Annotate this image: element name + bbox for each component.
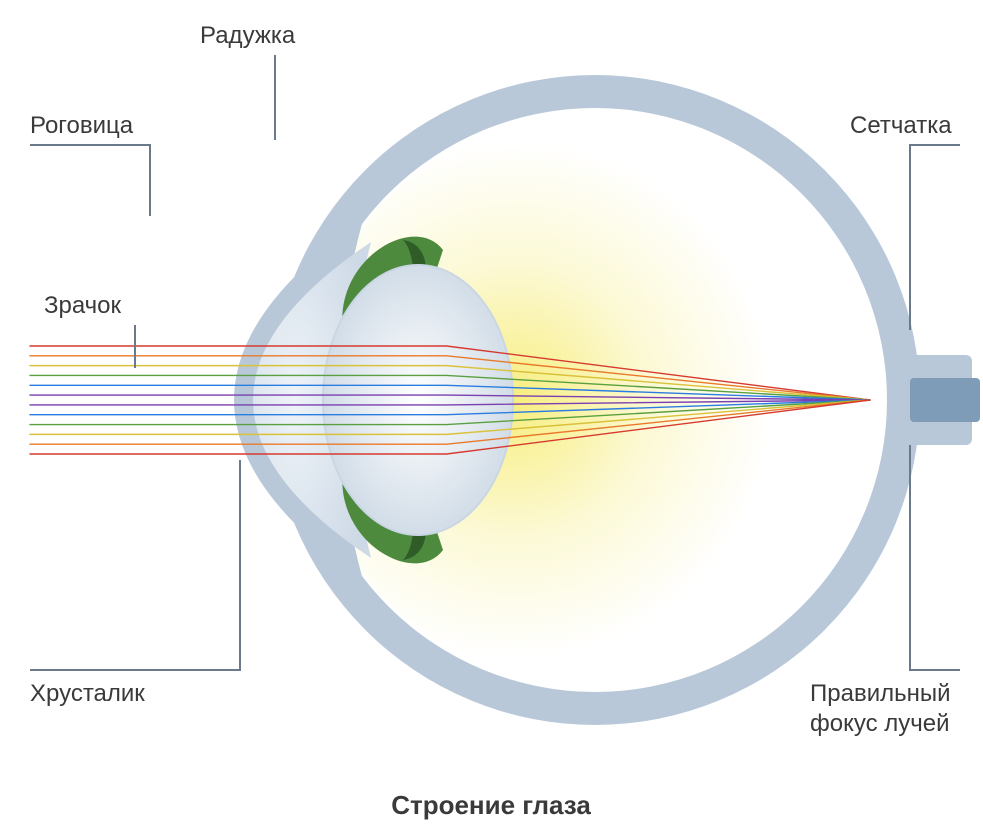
label-retina: Сетчатка (850, 112, 952, 140)
label-focus-2: фокус лучей (810, 710, 950, 738)
diagram-container: Роговица Радужка Зрачок Хрусталик Сетчат… (0, 0, 983, 827)
optic-nerve (902, 355, 980, 445)
eye-globe (30, 75, 980, 725)
callout-retina (910, 145, 960, 330)
callout-cornea (30, 145, 150, 216)
callout-focus (910, 445, 960, 670)
callout-lens (30, 460, 240, 670)
label-lens: Хрусталик (30, 680, 145, 708)
label-focus-1: Правильный (810, 680, 951, 708)
label-cornea: Роговица (30, 112, 133, 140)
caption: Строение глаза (341, 790, 641, 821)
label-pupil: Зрачок (44, 292, 121, 320)
label-iris: Радужка (200, 22, 295, 50)
lens (323, 265, 513, 535)
